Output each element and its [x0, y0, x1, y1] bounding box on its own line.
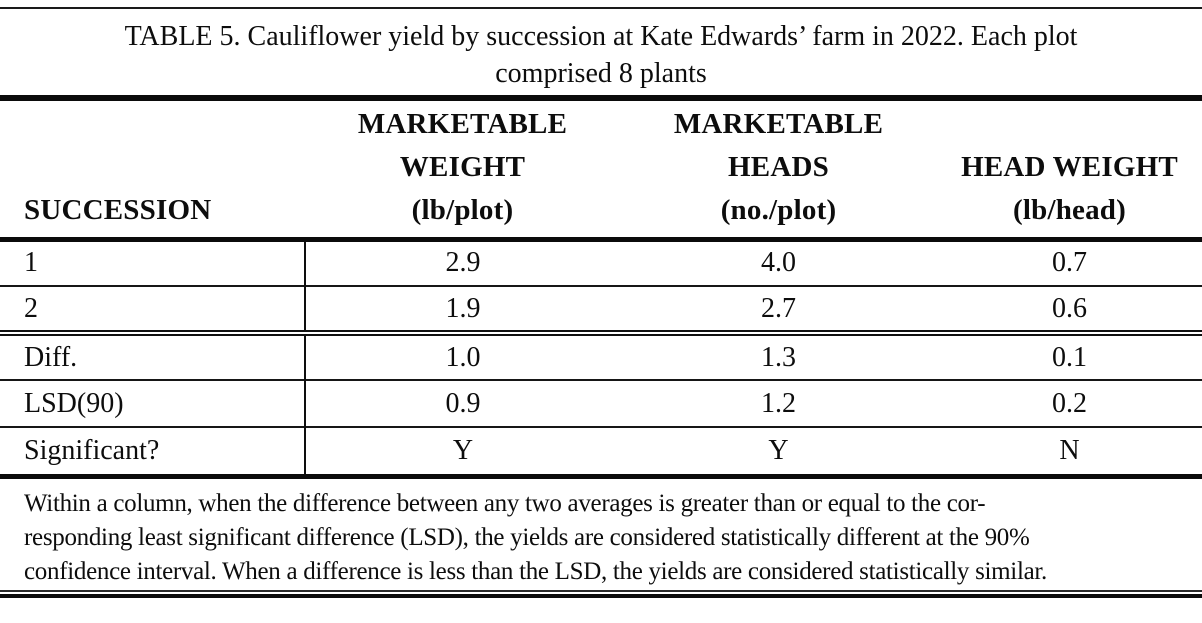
header-line: (lb/plot): [411, 193, 514, 226]
header-line: (lb/head): [1013, 193, 1126, 226]
bottom-thick-rule: [0, 594, 1202, 598]
table-bottom-rule: [0, 474, 1202, 479]
col-header-succession: SUCCESSION: [24, 193, 212, 226]
table-cell: 1.3: [761, 341, 796, 373]
table-cell: 1.2: [761, 387, 796, 419]
table-cell: Y: [768, 435, 789, 466]
header-line: (no./plot): [720, 193, 837, 226]
table-row-significant: Significant? Y Y N: [0, 427, 1202, 474]
header-line: WEIGHT: [399, 150, 526, 183]
table-cell: 2.9: [445, 247, 481, 279]
table-title-line1: TABLE 5. Cauliflower yield by succession…: [124, 21, 1078, 52]
table-row-succession-1: 1 2.9 4.0 0.7: [0, 239, 1202, 286]
top-rule: [0, 7, 1202, 9]
table-row-succession-2: 2 1.9 2.7 0.6: [0, 286, 1202, 333]
table-cell: 0.7: [1052, 247, 1087, 279]
table-cell: 1.0: [445, 341, 481, 373]
table-cell: 0.6: [1052, 292, 1087, 324]
header-line: HEAD WEIGHT: [961, 150, 1178, 183]
row-label: 2: [0, 286, 306, 333]
row-label: 1: [0, 239, 306, 286]
cauliflower-yield-table: SUCCESSION MARKETABLE WEIGHT (lb/plot) M…: [0, 101, 1202, 474]
col-header-head-weight: HEAD WEIGHT (lb/head): [937, 101, 1202, 239]
table-row-diff: Diff. 1.0 1.3 0.1: [0, 333, 1202, 380]
col-header-marketable-weight: MARKETABLE WEIGHT (lb/plot): [305, 101, 620, 239]
row-label: LSD(90): [0, 380, 306, 427]
table-cell: 1.9: [445, 292, 481, 324]
table-cell: 0.9: [445, 387, 481, 419]
row-label: Significant?: [0, 427, 306, 474]
table-cell: 0.1: [1052, 341, 1087, 373]
table-row-lsd: LSD(90) 0.9 1.2 0.2: [0, 380, 1202, 427]
bottom-thin-rule: [0, 590, 1202, 592]
header-line: HEADS: [728, 150, 829, 183]
col-header-marketable-heads: MARKETABLE HEADS (no./plot): [620, 101, 937, 239]
table-cell: 2.7: [761, 292, 796, 324]
table-footnote: Within a column, when the difference bet…: [0, 479, 1202, 589]
title-separator-rule: [0, 95, 1202, 101]
table-cell: N: [1059, 435, 1080, 466]
table-title-line2: comprised 8 plants: [495, 58, 707, 89]
header-row: SUCCESSION MARKETABLE WEIGHT (lb/plot) M…: [0, 101, 1202, 239]
footnote-line2: responding least significant difference …: [24, 524, 1030, 551]
table-title: TABLE 5. Cauliflower yield by succession…: [0, 9, 1202, 95]
footnote-line1: Within a column, when the difference bet…: [24, 490, 986, 517]
header-line: MARKETABLE: [673, 107, 884, 140]
table-cell: 4.0: [761, 247, 796, 279]
footnote-line3: confidence interval. When a difference i…: [24, 558, 1047, 585]
row-label: Diff.: [0, 333, 306, 380]
table-cell: Y: [452, 435, 474, 466]
header-line: MARKETABLE: [357, 107, 568, 140]
table-cell: 0.2: [1052, 387, 1087, 419]
